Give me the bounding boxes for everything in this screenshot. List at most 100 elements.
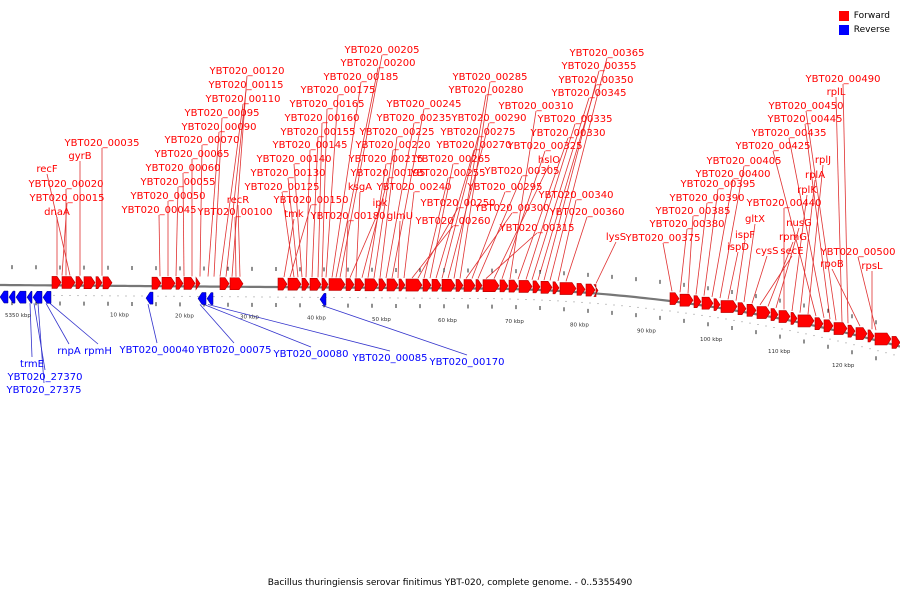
forward-gene-arrow[interactable]: [833, 322, 848, 335]
forward-gene-arrow[interactable]: [378, 278, 387, 292]
forward-gene-arrow[interactable]: [287, 277, 302, 291]
forward-gene-label[interactable]: YBT020_00115: [208, 80, 284, 91]
forward-gene-label[interactable]: YBT020_00245: [386, 99, 462, 110]
forward-gene-label[interactable]: YBT020_00200: [340, 58, 416, 69]
forward-gene-arrow[interactable]: [518, 280, 533, 293]
forward-gene-arrow[interactable]: [746, 304, 757, 317]
forward-gene-arrow[interactable]: [756, 306, 771, 319]
forward-gene-arrow[interactable]: [790, 312, 798, 325]
forward-gene-arrow[interactable]: [508, 279, 519, 293]
forward-gene-label[interactable]: YBT020_00175: [300, 85, 376, 96]
forward-gene-label[interactable]: recF: [36, 164, 58, 175]
forward-gene-label[interactable]: YBT020_00145: [272, 140, 348, 151]
forward-gene-label[interactable]: rpsL: [861, 261, 883, 272]
forward-gene-label[interactable]: YBT020_00440: [746, 198, 822, 209]
forward-gene-arrow[interactable]: [151, 276, 162, 290]
forward-gene-label[interactable]: YBT020_00155: [280, 127, 356, 138]
forward-gene-label[interactable]: YBT020_00330: [530, 128, 606, 139]
forward-gene-label[interactable]: YBT020_00235: [376, 113, 452, 124]
reverse-gene-label[interactable]: YBT020_00085: [352, 353, 428, 364]
forward-gene-label[interactable]: YBT020_00290: [451, 113, 527, 124]
forward-gene-label[interactable]: YBT020_00425: [735, 141, 811, 152]
reverse-gene-label[interactable]: YBT020_00075: [196, 345, 272, 356]
forward-gene-arrow[interactable]: [405, 278, 423, 292]
forward-gene-label[interactable]: rpoB: [820, 259, 844, 270]
reverse-gene-arrow[interactable]: [32, 291, 43, 304]
forward-gene-label[interactable]: YBT020_00340: [538, 190, 614, 201]
forward-gene-label[interactable]: YBT020_00045: [121, 205, 197, 216]
forward-gene-arrow[interactable]: [847, 324, 856, 338]
forward-gene-label[interactable]: YBT020_00150: [273, 195, 349, 206]
reverse-gene-label[interactable]: YBT020_00170: [429, 357, 505, 368]
forward-gene-label[interactable]: YBT020_00095: [184, 108, 260, 119]
forward-gene-arrow[interactable]: [277, 277, 288, 291]
forward-gene-label[interactable]: YBT020_00120: [209, 66, 285, 77]
reverse-gene-arrow[interactable]: [8, 290, 16, 304]
forward-gene-arrow[interactable]: [386, 278, 399, 292]
forward-gene-arrow[interactable]: [364, 278, 379, 292]
forward-gene-arrow[interactable]: [701, 296, 714, 310]
forward-gene-label[interactable]: rplK: [797, 185, 817, 196]
forward-gene-label[interactable]: YBT020_00435: [751, 128, 827, 139]
forward-gene-label[interactable]: secE: [780, 246, 803, 257]
forward-gene-label[interactable]: YBT020_00070: [164, 135, 240, 146]
forward-gene-arrow[interactable]: [679, 293, 694, 307]
forward-gene-label[interactable]: glmU: [387, 211, 413, 222]
forward-gene-label[interactable]: YBT020_00325: [507, 141, 583, 152]
forward-gene-label[interactable]: YBT020_00125: [244, 182, 320, 193]
forward-gene-arrow[interactable]: [576, 283, 586, 296]
reverse-gene-arrow[interactable]: [42, 291, 52, 304]
forward-gene-label[interactable]: YBT020_00300: [474, 203, 550, 214]
forward-gene-label[interactable]: YBT020_00065: [154, 149, 230, 160]
forward-gene-label[interactable]: YBT020_00355: [561, 61, 637, 72]
forward-gene-label[interactable]: YBT020_00100: [197, 207, 273, 218]
forward-gene-label[interactable]: YBT020_00020: [28, 179, 104, 190]
forward-gene-label[interactable]: ksgA: [348, 182, 372, 193]
forward-gene-label[interactable]: YBT020_00015: [29, 193, 105, 204]
forward-gene-label[interactable]: YBT020_00195: [350, 168, 426, 179]
forward-gene-arrow[interactable]: [398, 278, 406, 292]
forward-gene-arrow[interactable]: [345, 278, 355, 291]
forward-gene-arrow[interactable]: [770, 308, 779, 321]
reverse-gene-arrow[interactable]: [0, 290, 9, 304]
forward-gene-label[interactable]: rplA: [805, 170, 825, 181]
forward-gene-arrow[interactable]: [475, 279, 483, 292]
forward-gene-label[interactable]: YBT020_00450: [768, 101, 844, 112]
forward-gene-label[interactable]: YBT020_00035: [64, 138, 140, 149]
forward-gene-arrow[interactable]: [559, 282, 577, 295]
forward-gene-arrow[interactable]: [455, 279, 464, 292]
forward-gene-arrow[interactable]: [309, 278, 322, 291]
forward-gene-arrow[interactable]: [183, 277, 196, 290]
forward-gene-arrow[interactable]: [874, 332, 892, 346]
forward-gene-label[interactable]: YBT020_00345: [551, 88, 627, 99]
forward-gene-arrow[interactable]: [552, 281, 560, 295]
forward-gene-label[interactable]: dnaA: [44, 207, 70, 218]
forward-gene-label[interactable]: YBT020_00315: [499, 223, 575, 234]
forward-gene-label[interactable]: YBT020_00215: [348, 154, 424, 165]
forward-gene-arrow[interactable]: [431, 278, 442, 292]
forward-gene-arrow[interactable]: [61, 276, 76, 289]
forward-gene-arrow[interactable]: [778, 310, 791, 323]
forward-gene-label[interactable]: rplJ: [815, 155, 831, 166]
forward-gene-label[interactable]: YBT020_00380: [649, 219, 725, 230]
forward-gene-label[interactable]: YBT020_00385: [655, 206, 731, 217]
forward-gene-arrow[interactable]: [499, 279, 509, 293]
forward-gene-label[interactable]: rplL: [827, 87, 846, 98]
forward-gene-label[interactable]: YBT020_00270: [436, 140, 512, 151]
legend-reverse[interactable]: Reverse: [838, 23, 890, 37]
forward-gene-arrow[interactable]: [540, 281, 553, 294]
forward-gene-arrow[interactable]: [482, 279, 500, 292]
forward-gene-arrow[interactable]: [219, 277, 230, 290]
forward-gene-arrow[interactable]: [737, 302, 747, 316]
forward-gene-arrow[interactable]: [585, 283, 596, 297]
forward-gene-label[interactable]: YBT020_00285: [452, 72, 528, 83]
forward-gene-arrow[interactable]: [593, 284, 599, 297]
forward-gene-arrow[interactable]: [669, 292, 680, 305]
forward-gene-arrow[interactable]: [175, 277, 184, 290]
forward-gene-label[interactable]: YBT020_00060: [145, 163, 221, 174]
forward-gene-label[interactable]: YBT020_00220: [355, 140, 431, 151]
forward-gene-label[interactable]: YBT020_00130: [250, 168, 326, 179]
forward-gene-arrow[interactable]: [229, 277, 244, 291]
reverse-gene-arrow[interactable]: [145, 291, 154, 305]
forward-gene-label[interactable]: YBT020_00280: [448, 85, 524, 96]
